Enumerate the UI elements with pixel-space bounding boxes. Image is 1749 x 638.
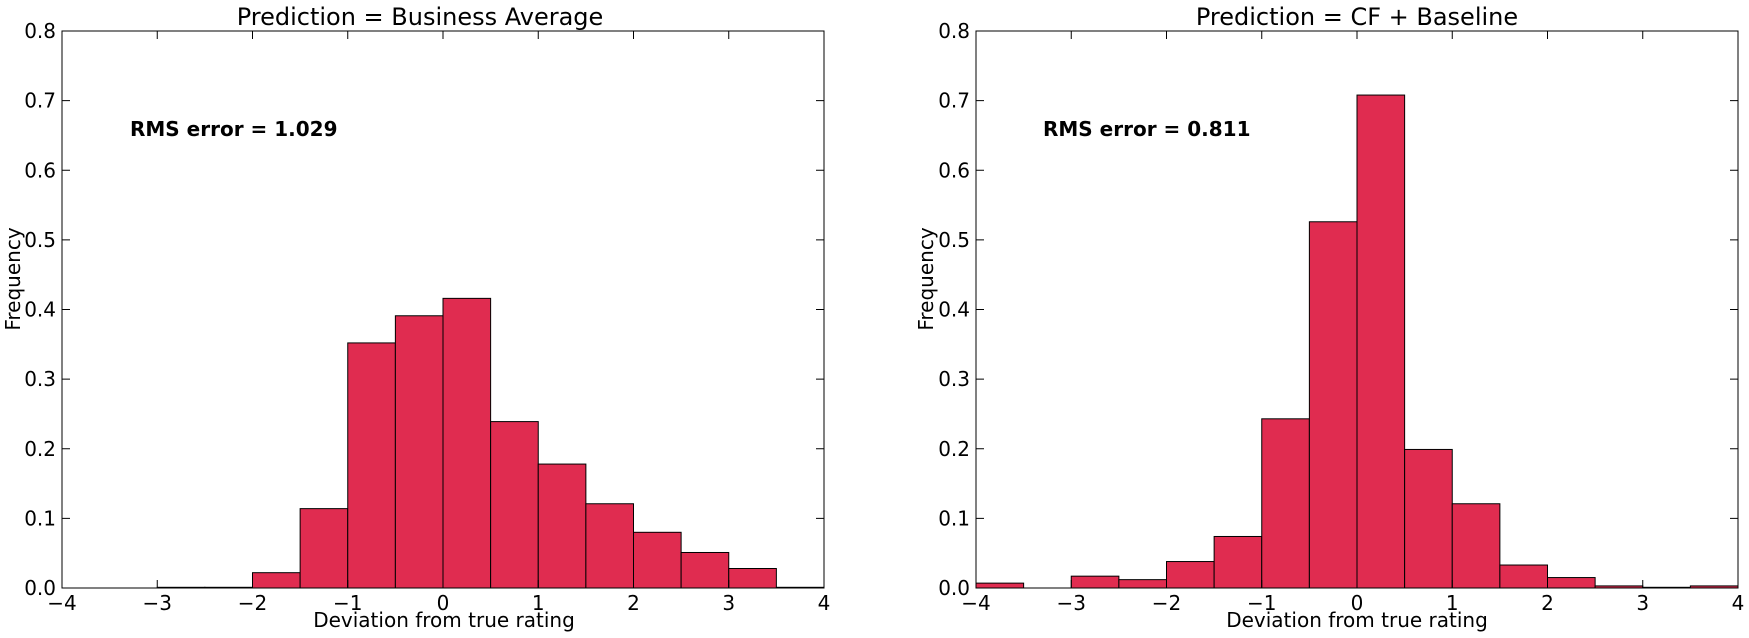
y-tick-label: 0.7: [24, 89, 56, 113]
bars: [975, 94, 1739, 589]
chart-title: Prediction = Business Average: [237, 3, 604, 31]
y-tick-label: 0.6: [938, 158, 970, 182]
y-tick-label: 0.4: [24, 298, 56, 322]
y-tick-label: 0.0: [24, 576, 56, 600]
histogram-bar: [585, 503, 634, 589]
x-tick-label: 4: [1732, 591, 1745, 615]
x-tick-label: −3: [143, 591, 172, 615]
histogram-bar: [490, 421, 539, 589]
histogram-bar: [633, 531, 682, 589]
chart-title: Prediction = CF + Baseline: [1196, 3, 1518, 31]
x-tick-label: 1: [532, 591, 545, 615]
y-tick-label: 0.2: [24, 437, 56, 461]
histogram-bar: [1451, 503, 1501, 589]
histogram-bar: [1547, 577, 1596, 589]
y-tick-label: 0.3: [24, 367, 56, 391]
histogram-bar: [728, 568, 777, 589]
y-tick-label: 0.3: [938, 367, 970, 391]
histogram-bar: [1499, 564, 1548, 589]
histogram-bar: [1404, 448, 1453, 589]
chart-cf-baseline: Prediction = CF + Baseline Frequency Dev…: [914, 3, 1744, 632]
x-tick-label: −1: [1247, 591, 1276, 615]
y-tick-label: 0.8: [24, 19, 56, 43]
y-axis-label: Frequency: [1, 227, 25, 330]
y-tick-label: 0.4: [938, 298, 970, 322]
ticks: −4 −3 −2 −1 0 1 2 3 4 0.0 0.1 0.2 0.3 0.4 0.5 0.6 0.7 0.8: [24, 19, 830, 615]
histogram-bar: [975, 582, 1025, 589]
x-tick-label: −4: [47, 591, 76, 615]
histogram-bar: [394, 315, 444, 589]
y-tick-label: 0.8: [938, 19, 970, 43]
x-axis-label: Deviation from true rating: [313, 608, 575, 632]
rms-annotation: RMS error = 1.029: [130, 117, 338, 141]
x-tick-label: −1: [333, 591, 362, 615]
x-axis-label: Deviation from true rating: [1226, 608, 1488, 632]
x-tick-label: 3: [1636, 591, 1649, 615]
histogram-bar: [1308, 221, 1358, 589]
histogram-bar: [252, 572, 301, 589]
x-tick-label: −2: [1152, 591, 1181, 615]
y-tick-label: 0.2: [938, 437, 970, 461]
histogram-bar: [1118, 579, 1167, 589]
x-tick-label: −4: [961, 591, 990, 615]
y-tick-label: 0.0: [938, 576, 970, 600]
x-tick-label: −2: [238, 591, 267, 615]
histogram-bar: [680, 551, 730, 589]
y-tick-label: 0.5: [938, 228, 970, 252]
x-tick-label: −3: [1057, 591, 1086, 615]
histogram-bar: [299, 508, 349, 589]
x-tick-label: 2: [627, 591, 640, 615]
histogram-bar: [537, 463, 587, 589]
y-tick-label: 0.6: [24, 158, 56, 182]
chart-business-average: Prediction = Business Average Frequency …: [1, 3, 830, 632]
y-tick-label: 0.1: [938, 506, 970, 530]
y-axis-label: Frequency: [914, 227, 938, 330]
histogram-bar: [1213, 535, 1263, 589]
x-tick-label: 4: [818, 591, 831, 615]
histogram-bar: [442, 297, 492, 589]
histogram-bar: [1166, 561, 1215, 589]
histogram-bar: [347, 342, 396, 589]
ticks: −4 −3 −2 −1 0 1 2 3 4 0.0 0.1 0.2 0.3 0.4 0.5 0.6 0.7 0.8: [938, 19, 1744, 615]
histogram-bar: [1356, 94, 1406, 589]
x-tick-label: 0: [1351, 591, 1364, 615]
y-tick-label: 0.1: [24, 506, 56, 530]
x-tick-label: 2: [1541, 591, 1554, 615]
rms-annotation: RMS error = 0.811: [1043, 117, 1251, 141]
y-tick-label: 0.7: [938, 89, 970, 113]
y-tick-label: 0.5: [24, 228, 56, 252]
bars: [156, 297, 825, 589]
histogram-bar: [1070, 575, 1120, 589]
x-tick-label: 3: [722, 591, 735, 615]
histogram-bar: [1261, 418, 1310, 589]
x-tick-label: 1: [1446, 591, 1459, 615]
x-tick-label: 0: [437, 591, 450, 615]
